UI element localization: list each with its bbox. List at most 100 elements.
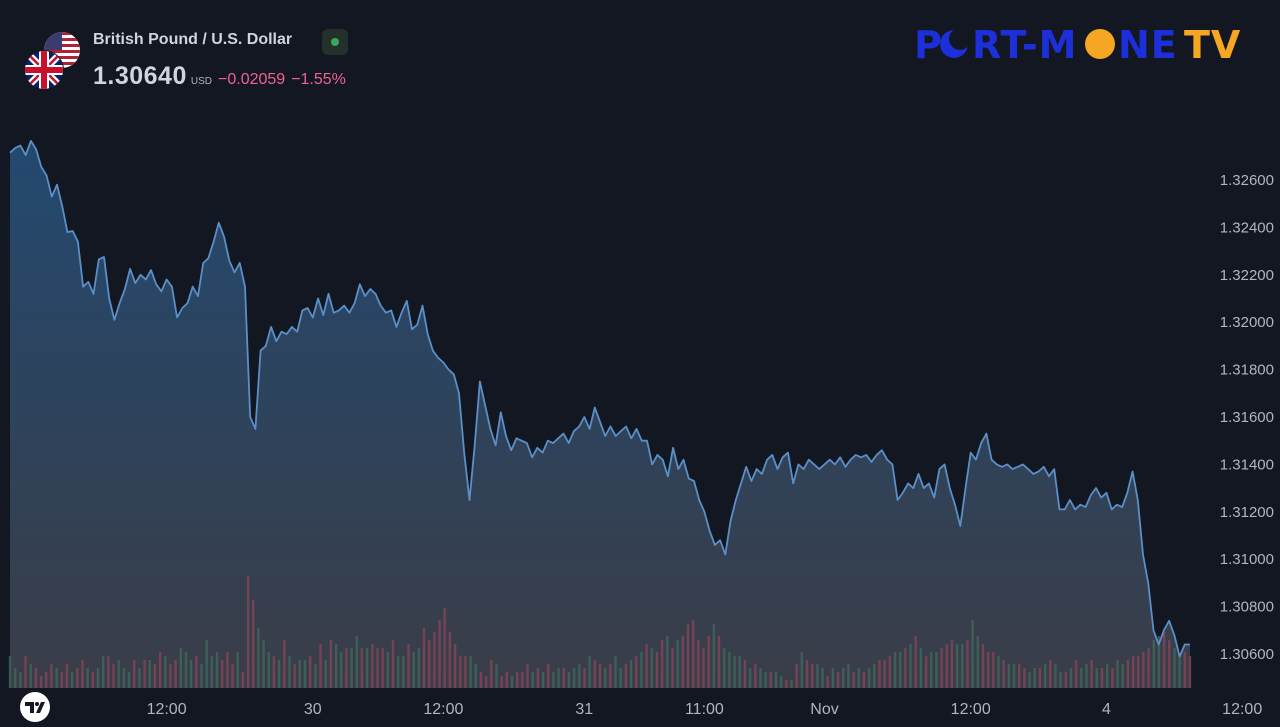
volume-bar <box>148 660 151 688</box>
volume-bar <box>557 668 560 688</box>
logo-text-1: P <box>914 23 943 67</box>
volume-bar <box>945 644 948 688</box>
volume-bar <box>500 676 503 688</box>
logo-sun-icon <box>1085 29 1115 59</box>
volume-bar <box>133 660 136 688</box>
time-tick-label: 11:00 <box>685 701 724 718</box>
volume-bar <box>334 644 338 688</box>
volume-bar <box>355 636 358 688</box>
volume-bar <box>288 656 291 688</box>
volume-bar <box>86 668 89 688</box>
volume-bar <box>1080 668 1083 688</box>
volume-bar <box>805 660 809 688</box>
volume-bar <box>1116 660 1119 688</box>
volume-bar <box>785 680 788 688</box>
volume-bar <box>811 664 814 688</box>
volume-bar <box>1038 668 1042 688</box>
volume-bar <box>45 672 48 688</box>
volume-bar <box>888 656 891 688</box>
volume-bar <box>70 672 74 688</box>
symbol-name[interactable]: British Pound / U.S. Dollar <box>93 31 293 48</box>
volume-bar <box>60 672 63 688</box>
volume-bar <box>469 656 472 688</box>
volume-bar <box>417 648 421 688</box>
volume-bar <box>821 668 824 688</box>
volume-bar <box>531 672 534 688</box>
price-tick-label: 1.32600 <box>1220 172 1274 189</box>
volume-bar <box>422 628 426 688</box>
price-area <box>10 140 1190 688</box>
volume-bar <box>1069 668 1073 688</box>
time-axis: 12:00 30 12:00 31 11:00 Nov 12:00 4 12:00 <box>147 701 1263 718</box>
volume-bar <box>1173 648 1176 688</box>
volume-bar <box>904 648 907 688</box>
volume-bar <box>221 660 224 688</box>
volume-bar <box>1106 664 1109 688</box>
volume-bar <box>205 640 208 688</box>
volume-bar <box>50 664 53 688</box>
volume-bar <box>748 668 752 688</box>
volume-bar <box>826 676 829 688</box>
volume-bar <box>1131 656 1135 688</box>
volume-bar <box>743 660 747 688</box>
volume-bar <box>1064 672 1067 688</box>
volume-bar <box>448 632 452 688</box>
volume-bar <box>930 652 933 688</box>
logo-text-4: TV <box>1184 23 1241 67</box>
volume-bar <box>169 664 172 688</box>
volume-bar <box>899 652 902 688</box>
volume-bar <box>795 664 798 688</box>
price-axis: 1.32600 1.32400 1.32200 1.32000 1.31800 1.316… <box>1220 172 1274 663</box>
volume-bar <box>1142 652 1145 688</box>
volume-bar <box>697 640 700 688</box>
volume-bar <box>39 676 43 688</box>
price-tick-label: 1.32200 <box>1220 267 1274 284</box>
volume-bar <box>950 640 954 688</box>
volume-bar <box>143 660 146 688</box>
volume-bar <box>1183 652 1186 688</box>
time-tick-label: 4 <box>1102 701 1111 718</box>
volume-bar <box>909 644 912 688</box>
volume-bar <box>671 648 674 688</box>
volume-bar <box>981 644 985 688</box>
price-tick-label: 1.30600 <box>1220 646 1274 663</box>
volume-bar <box>1147 648 1150 688</box>
volume-bar <box>774 672 778 688</box>
volume-bar <box>593 660 596 688</box>
volume-bar <box>1043 664 1047 688</box>
volume-bar <box>754 664 757 688</box>
brand-logo: P RT-M NE TV <box>912 18 1242 68</box>
volume-bar <box>257 628 260 688</box>
volume-bar <box>438 620 441 688</box>
volume-bar <box>459 656 462 688</box>
volume-bar <box>987 652 990 688</box>
volume-bar <box>391 640 395 688</box>
price-change-percent: −1.55% <box>291 71 346 88</box>
price-tick-label: 1.31400 <box>1220 456 1274 473</box>
price-change: −0.02059 <box>218 71 286 88</box>
volume-bar <box>138 668 141 688</box>
volume-bar <box>474 664 477 688</box>
volume-bar <box>686 624 690 688</box>
volume-bar <box>34 668 38 688</box>
volume-bar <box>298 660 301 688</box>
volume-bar <box>360 648 364 688</box>
volume-bar <box>997 656 1000 688</box>
volume-bar <box>1162 632 1166 688</box>
volume-bar <box>1033 668 1036 688</box>
volume-bar <box>381 648 384 688</box>
volume-bar <box>1002 660 1005 688</box>
volume-bar <box>407 644 410 688</box>
volume-bar <box>536 668 540 688</box>
volume-bar <box>578 664 581 688</box>
volume-bar <box>893 652 897 688</box>
volume-bar <box>433 632 436 688</box>
volume-bar <box>8 656 12 688</box>
volume-bar <box>764 672 767 688</box>
volume-bar <box>1121 664 1124 688</box>
volume-bar <box>717 636 721 688</box>
volume-bar <box>210 656 213 688</box>
time-tick-label: 12:00 <box>147 701 187 718</box>
tradingview-logo-icon[interactable] <box>20 692 50 722</box>
